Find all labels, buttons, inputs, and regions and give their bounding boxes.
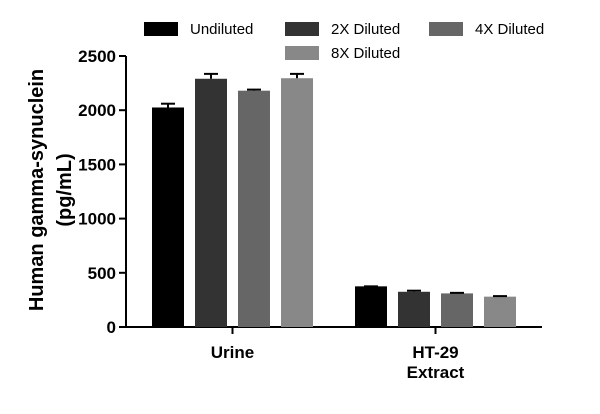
bar xyxy=(281,78,313,327)
bar xyxy=(441,293,473,327)
legend: Undiluted 2X Diluted 4X Diluted 8X Diluted xyxy=(144,21,544,62)
y-tick-label: 0 xyxy=(107,318,116,337)
y-axis-label-line-1: Human gamma-synuclein xyxy=(26,69,48,311)
legend-label: 8X Diluted xyxy=(331,45,400,62)
y-tick-label: 1500 xyxy=(78,155,116,174)
bar xyxy=(152,107,184,328)
bar xyxy=(398,291,430,327)
axes xyxy=(125,56,542,328)
y-tick-label: 2500 xyxy=(78,47,116,66)
y-tick-label: 2000 xyxy=(78,101,116,120)
bar xyxy=(355,286,387,327)
y-tick-label: 1000 xyxy=(78,210,116,229)
legend-swatch xyxy=(429,22,463,36)
bar xyxy=(484,296,516,327)
y-ticks: 0 500 1000 1500 2000 2500 xyxy=(78,47,126,337)
bar xyxy=(238,90,270,327)
y-axis-label: Human gamma-synuclein (pg/mL) xyxy=(26,69,76,311)
legend-swatch xyxy=(285,22,319,36)
legend-swatch xyxy=(285,46,319,60)
legend-label: Undiluted xyxy=(190,21,253,38)
legend-label: 4X Diluted xyxy=(475,21,544,38)
bars xyxy=(152,72,516,328)
bar xyxy=(195,78,227,327)
y-axis-label-line-2: (pg/mL) xyxy=(54,153,76,226)
legend-label: 2X Diluted xyxy=(331,21,400,38)
x-category-label: Extract xyxy=(407,363,465,382)
x-category-label: Urine xyxy=(211,343,254,362)
legend-swatch xyxy=(144,22,178,36)
x-category-label: HT-29 xyxy=(412,343,458,362)
y-tick-label: 500 xyxy=(88,264,116,283)
